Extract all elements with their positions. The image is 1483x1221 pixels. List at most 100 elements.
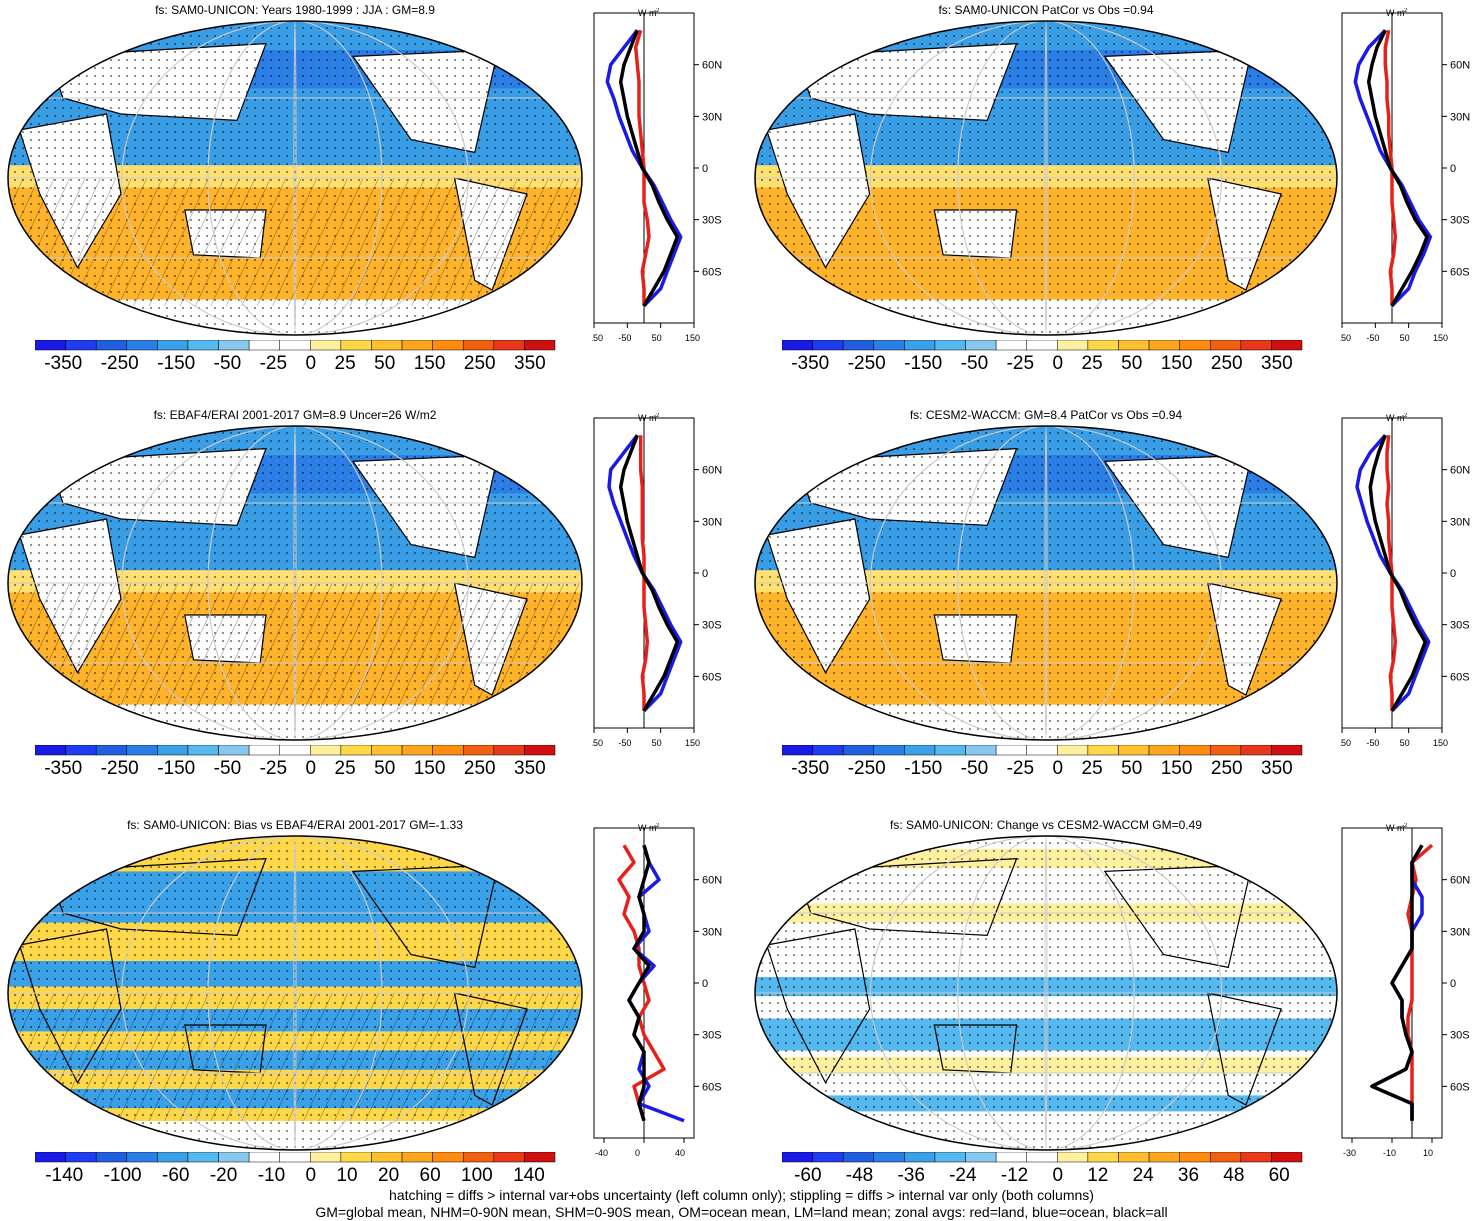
graticule-lon-4: [869, 21, 1223, 335]
map-field: [755, 836, 1337, 1150]
zonal-x-label: 0: [635, 1148, 640, 1158]
colorbar-swatch: [1179, 745, 1211, 756]
colorbar-swatch: [157, 340, 189, 351]
colorbar-swatch: [1087, 1152, 1119, 1163]
colorbar-swatch: [1209, 1152, 1242, 1163]
colorbar-swatch: [493, 340, 525, 351]
colorbar-swatch: [1087, 745, 1119, 756]
colorbar-label: -350: [791, 758, 830, 779]
colorbar-swatch: [401, 340, 433, 351]
colorbar-label: 100: [461, 1165, 493, 1186]
colorbar-swatch: [493, 1152, 525, 1163]
colorbar-swatch: [1271, 340, 1303, 351]
colorbar-swatch: [842, 340, 875, 351]
colorbar-swatch: [965, 1152, 997, 1163]
colorbar-label: -25: [259, 353, 288, 374]
lat-label: 0: [1450, 568, 1456, 580]
zonal-x-label: -150: [1340, 738, 1351, 748]
colorbar-swatch: [65, 1152, 97, 1163]
colorbar-swatch: [1271, 1152, 1303, 1163]
colorbar-swatch: [371, 745, 403, 756]
lat-label: 30N: [702, 111, 722, 123]
zonal-x-label: -50: [1366, 738, 1379, 748]
zonal-x-label: 150: [685, 738, 700, 748]
graticule-lon-4: [869, 426, 1223, 740]
colorbar-swatch: [1026, 1152, 1058, 1163]
colorbar-label: 0: [1052, 758, 1064, 779]
units-label: W m: [638, 823, 657, 833]
colorbar-label: 24: [1132, 1165, 1154, 1186]
footer-line-1: hatching = diffs > internal var+obs unce…: [389, 1187, 1094, 1203]
zonal-mean-plot: W m-2 60N 30N 0 30S 60S -150 -50 50 150: [1340, 8, 1470, 343]
colorbar-swatch: [904, 1152, 936, 1163]
zonal-all-line: [1368, 434, 1428, 712]
hatching: [8, 178, 582, 306]
colorbar-label: 50: [374, 758, 396, 779]
colorbar-label: -12: [1000, 1165, 1029, 1186]
zonal-x-label: -50: [618, 738, 631, 748]
lat-label: 0: [702, 978, 708, 990]
zonal-x-label: -40: [595, 1148, 608, 1158]
map-border: [7, 20, 583, 336]
colorbar-labels: -140 -100 -60 -20 -10 0 10 20 60 100 140: [35, 1165, 555, 1187]
colorbar-swatch: [1148, 340, 1180, 351]
colorbar-swatch: [1148, 1152, 1180, 1163]
colorbar-label: 350: [514, 353, 546, 374]
lat-label: 60N: [1450, 60, 1470, 72]
colorbar-swatch: [187, 340, 219, 351]
colorbar-swatch: [782, 1152, 813, 1163]
colorbar-label: -25: [1006, 758, 1035, 779]
colorbar-swatch: [310, 745, 342, 756]
colorbar-swatch: [35, 340, 66, 351]
colorbar-label: 150: [413, 353, 446, 374]
colorbar-swatch: [95, 340, 128, 351]
colorbar-label: 12: [1087, 1165, 1109, 1186]
colorbar-label: -20: [209, 1165, 238, 1186]
colorbar-label: -50: [213, 353, 242, 374]
colorbar-swatch: [187, 1152, 219, 1163]
graticule-lon-3: [207, 21, 383, 335]
zonal-x-label: -50: [1366, 333, 1379, 343]
zonal-mean-plot: W m-2 60N 30N 0 30S 60S -150 -50 50 150: [592, 8, 722, 343]
units-label: W m: [638, 413, 657, 423]
graticule-lon-4: [121, 426, 469, 740]
lat-label: 0: [702, 568, 708, 580]
colorbar-label: 60: [1268, 1165, 1290, 1186]
colorbar-swatch: [340, 1152, 372, 1163]
zonal-x-label: -150: [592, 738, 603, 748]
map-field: [755, 426, 1337, 740]
hatching: [8, 993, 582, 1121]
zonal-all-line: [618, 434, 680, 712]
map-border: [7, 425, 583, 741]
lat-label: 60N: [702, 465, 722, 477]
colorbar-label: 10: [336, 1165, 358, 1186]
zonal-x-label: -10: [1383, 1148, 1396, 1158]
zonal-x-label: 150: [685, 333, 700, 343]
colorbar-swatch: [401, 745, 433, 756]
colorbar-labels: -350 -250 -150 -50 -25 0 25 50 150 250 350: [782, 353, 1302, 375]
lat-label: 0: [1450, 978, 1456, 990]
zonal-all-line: [618, 29, 680, 307]
colorbar-label: 0: [305, 758, 317, 779]
colorbar-swatch: [493, 745, 525, 756]
lat-label: 30S: [1450, 215, 1470, 227]
colorbar: [35, 745, 556, 756]
colorbar-swatch: [126, 745, 158, 756]
map-plot: [754, 20, 1338, 336]
colorbar-label: 25: [1081, 758, 1103, 779]
colorbar-label: 250: [1210, 758, 1243, 779]
colorbar-swatch: [1240, 745, 1272, 756]
colorbar-label: -50: [960, 353, 989, 374]
colorbar-label: -350: [44, 353, 83, 374]
colorbar-label: 0: [1052, 1165, 1064, 1186]
zonal-mean-plot: W m-2 60N 30N 0 30S 60S -150 -50 50 150: [592, 413, 722, 748]
colorbar-swatch: [524, 745, 556, 756]
zonal-all-line: [1370, 844, 1424, 1121]
colorbar-swatch: [371, 1152, 403, 1163]
colorbar-swatch: [1271, 745, 1303, 756]
zonal-x-label: -30: [1343, 1148, 1356, 1158]
colorbar-label: -25: [259, 758, 288, 779]
colorbar-swatch: [279, 1152, 311, 1163]
colorbar-swatch: [1209, 340, 1242, 351]
lat-label: 30N: [1450, 516, 1470, 528]
